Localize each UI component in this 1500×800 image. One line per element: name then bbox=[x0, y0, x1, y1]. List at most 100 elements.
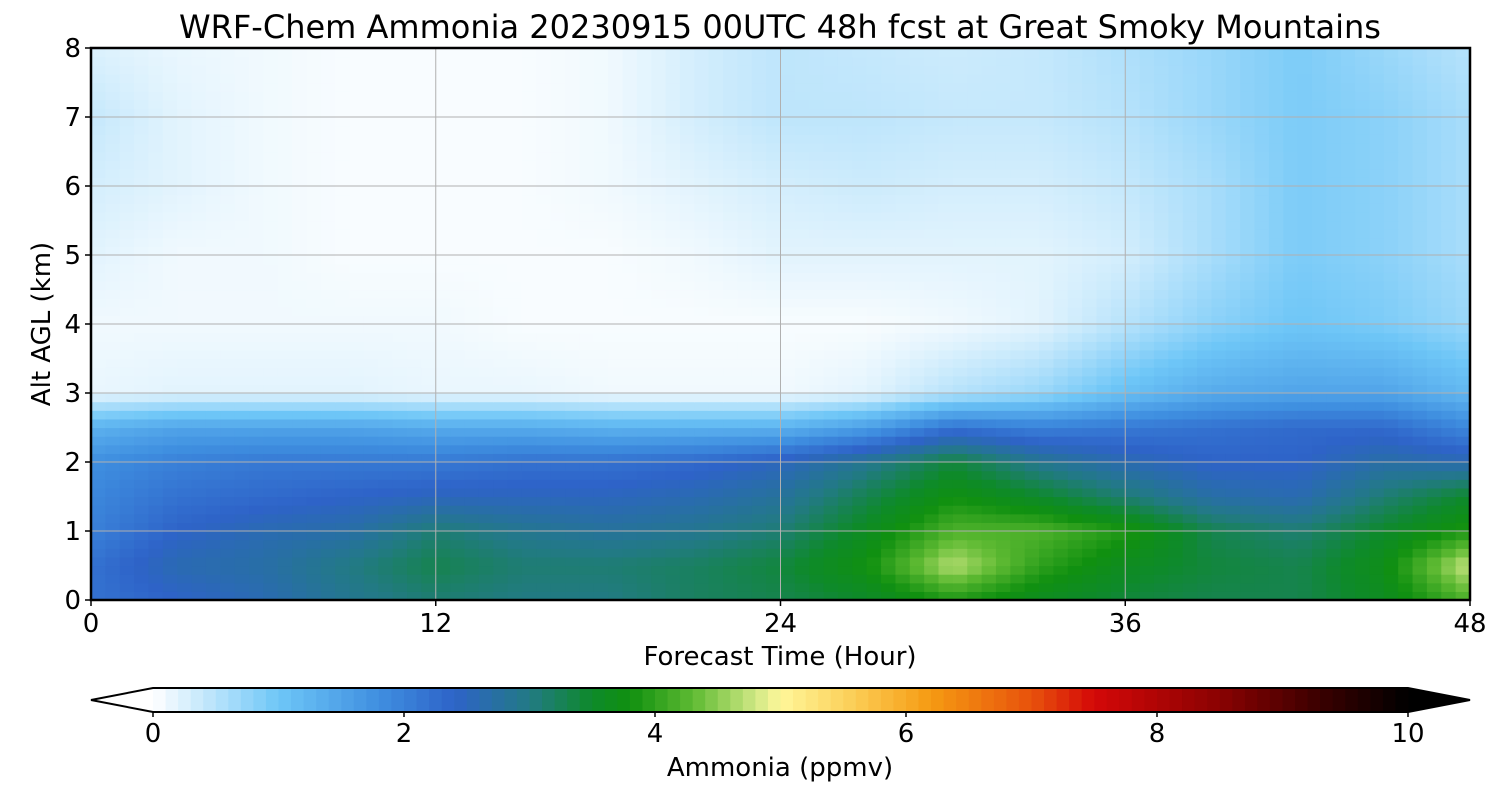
heatmap-cell bbox=[536, 349, 552, 360]
heatmap-cell bbox=[981, 574, 997, 584]
heatmap-cell bbox=[1125, 349, 1141, 360]
heatmap-cell bbox=[1211, 229, 1227, 239]
heatmap-cell bbox=[378, 315, 394, 325]
heatmap-cell bbox=[1398, 505, 1414, 515]
heatmap-cell bbox=[924, 591, 940, 601]
heatmap-cell bbox=[1067, 487, 1083, 498]
heatmap-cell bbox=[536, 531, 552, 541]
heatmap-cell bbox=[708, 453, 724, 463]
heatmap-cell bbox=[450, 470, 466, 480]
heatmap-cell bbox=[895, 349, 911, 360]
heatmap-cell bbox=[881, 513, 897, 523]
heatmap-cell bbox=[1254, 367, 1270, 377]
heatmap-cell bbox=[205, 401, 221, 411]
heatmap-cell bbox=[952, 479, 968, 489]
heatmap-cell bbox=[1426, 194, 1442, 204]
heatmap-cell bbox=[823, 531, 839, 541]
heatmap-cell bbox=[1010, 496, 1026, 506]
heatmap-cell bbox=[723, 272, 738, 282]
heatmap-cell bbox=[579, 556, 595, 567]
heatmap-cell bbox=[363, 186, 379, 196]
heatmap-cell bbox=[1297, 186, 1313, 196]
heatmap-cell bbox=[1139, 324, 1155, 334]
heatmap-cell bbox=[636, 272, 652, 282]
heatmap-cell bbox=[579, 565, 595, 575]
heatmap-cell bbox=[708, 358, 724, 368]
heatmap-cell bbox=[852, 211, 868, 222]
heatmap-cell bbox=[91, 255, 106, 265]
heatmap-cell bbox=[1326, 444, 1342, 454]
heatmap-cell bbox=[1383, 237, 1399, 247]
heatmap-cell bbox=[1024, 220, 1040, 230]
heatmap-cell bbox=[306, 410, 322, 420]
heatmap-cell bbox=[852, 246, 868, 256]
heatmap-cell bbox=[1441, 531, 1457, 541]
heatmap-cell bbox=[852, 332, 868, 342]
heatmap-cell bbox=[1096, 194, 1112, 204]
heatmap-cell bbox=[177, 591, 193, 601]
heatmap-cell bbox=[1039, 246, 1055, 256]
heatmap-cell bbox=[837, 418, 853, 429]
heatmap-cell bbox=[1254, 462, 1270, 472]
heatmap-cell bbox=[1225, 427, 1241, 437]
heatmap-cell bbox=[1412, 436, 1428, 446]
heatmap-cell bbox=[306, 367, 322, 377]
heatmap-cell bbox=[622, 349, 638, 360]
heatmap-cell bbox=[708, 367, 724, 377]
heatmap-cell bbox=[694, 280, 710, 291]
heatmap-cell bbox=[105, 513, 121, 523]
heatmap-cell bbox=[723, 375, 738, 385]
heatmap-cell bbox=[852, 487, 868, 498]
heatmap-cell bbox=[1326, 332, 1342, 342]
heatmap-cell bbox=[881, 220, 897, 230]
heatmap-cell bbox=[981, 427, 997, 437]
heatmap-cell bbox=[1197, 505, 1213, 515]
heatmap-cell bbox=[995, 160, 1011, 170]
heatmap-cell bbox=[320, 168, 336, 178]
heatmap-cell bbox=[694, 505, 710, 515]
heatmap-cell bbox=[665, 229, 681, 239]
heatmap-cell bbox=[608, 349, 624, 360]
heatmap-cell bbox=[1039, 505, 1055, 515]
heatmap-cell bbox=[450, 160, 466, 170]
heatmap-cell bbox=[1082, 289, 1098, 299]
heatmap-cell bbox=[1297, 367, 1313, 377]
heatmap-cell bbox=[191, 444, 207, 454]
heatmap-cell bbox=[1340, 427, 1356, 437]
heatmap-cell bbox=[292, 531, 308, 541]
heatmap-cell bbox=[1182, 246, 1198, 256]
heatmap-cell bbox=[277, 177, 293, 187]
heatmap-cell bbox=[1240, 462, 1256, 472]
heatmap-cell bbox=[306, 358, 322, 368]
heatmap-cell bbox=[450, 367, 466, 377]
heatmap-cell bbox=[177, 427, 193, 437]
heatmap-cell bbox=[1024, 298, 1040, 308]
heatmap-cell bbox=[421, 479, 437, 489]
heatmap-cell bbox=[593, 487, 609, 498]
heatmap-cell bbox=[995, 513, 1011, 523]
heatmap-cell bbox=[263, 298, 279, 308]
heatmap-cell bbox=[306, 522, 322, 532]
heatmap-cell bbox=[881, 556, 897, 567]
heatmap-cell bbox=[220, 556, 236, 567]
heatmap-cell bbox=[809, 160, 825, 170]
heatmap-cell bbox=[852, 436, 868, 446]
heatmap-cell bbox=[1010, 280, 1026, 291]
heatmap-cell bbox=[1024, 565, 1040, 575]
heatmap-cell bbox=[1225, 341, 1241, 351]
heatmap-cell bbox=[1053, 427, 1069, 437]
heatmap-cell bbox=[651, 470, 667, 480]
heatmap-cell bbox=[1369, 375, 1385, 385]
heatmap-cell bbox=[435, 289, 451, 299]
heatmap-cell bbox=[766, 393, 782, 403]
heatmap-cell bbox=[579, 513, 595, 523]
heatmap-cell bbox=[550, 332, 566, 342]
heatmap-cell bbox=[636, 246, 652, 256]
heatmap-cell bbox=[593, 220, 609, 230]
heatmap-cell bbox=[794, 444, 810, 454]
heatmap-cell bbox=[837, 306, 853, 316]
heatmap-cell bbox=[651, 574, 667, 584]
heatmap-cell bbox=[134, 401, 150, 411]
heatmap-cell bbox=[1039, 548, 1055, 558]
heatmap-cell bbox=[1268, 496, 1284, 506]
